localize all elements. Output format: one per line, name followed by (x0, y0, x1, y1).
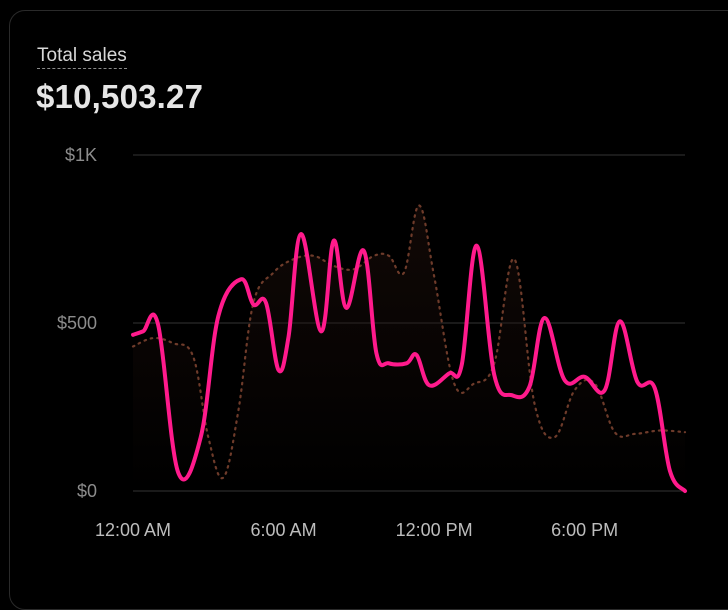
comparison-series-line (131, 204, 687, 480)
metric-label[interactable]: Total sales (37, 45, 127, 69)
y-axis-ticks: $0 $500 $1K (57, 145, 97, 501)
x-tick-label: 6:00 PM (551, 520, 618, 540)
comparison-area (133, 205, 685, 492)
x-tick-label: 12:00 PM (396, 520, 473, 540)
series-layer (131, 204, 687, 493)
y-tick-label: $500 (57, 313, 97, 333)
y-tick-label: $1K (65, 145, 97, 165)
x-axis-ticks: 12:00 AM 6:00 AM 12:00 PM 6:00 PM (95, 520, 618, 540)
y-tick-label: $0 (77, 481, 97, 501)
metric-value: $10,503.27 (36, 78, 204, 115)
sales-series-line (131, 231, 687, 493)
sales-line-chart: $0 $500 $1K 12:00 AM 6:00 AM 12:00 PM 6:00 PM (57, 145, 687, 540)
x-tick-label: 6:00 AM (251, 520, 317, 540)
x-tick-label: 12:00 AM (95, 520, 171, 540)
